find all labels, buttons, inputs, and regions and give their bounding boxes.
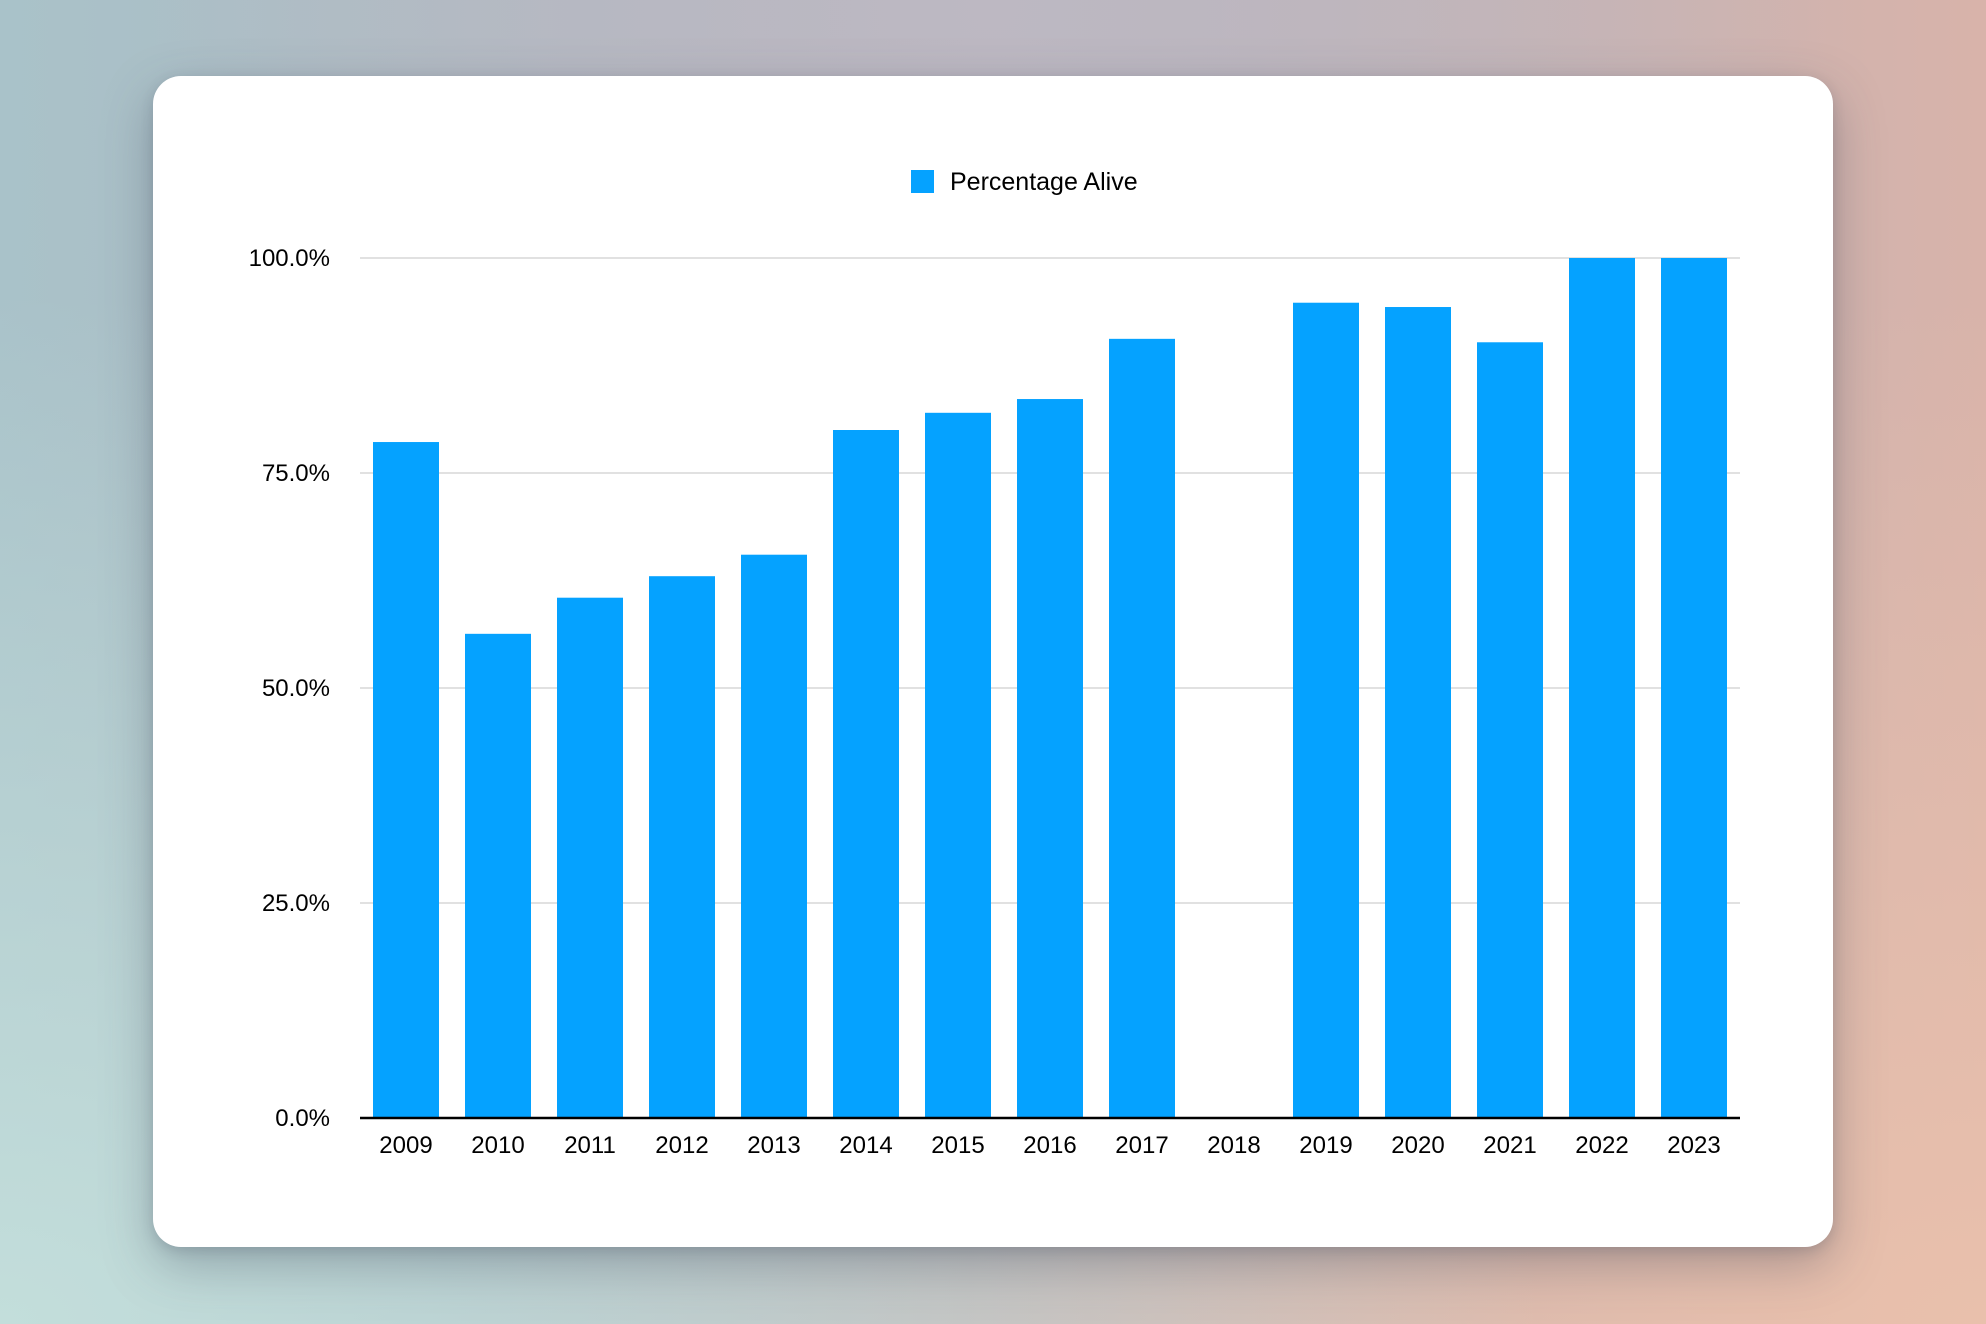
x-tick-label: 2018	[1207, 1132, 1260, 1159]
bar-2019	[1293, 302, 1359, 1119]
x-tick-label: 2016	[1023, 1132, 1076, 1159]
bar-2022	[1569, 258, 1635, 1118]
x-tick-label: 2017	[1115, 1132, 1168, 1159]
y-tick-label: 50.0%	[262, 675, 330, 702]
legend: Percentage Alive	[911, 168, 1138, 196]
legend-label: Percentage Alive	[950, 168, 1138, 196]
x-tick-label: 2012	[655, 1132, 708, 1159]
x-tick-label: 2021	[1483, 1132, 1536, 1159]
x-tick-label: 2010	[471, 1132, 524, 1159]
y-tick-label: 0.0%	[275, 1105, 330, 1132]
bar-2012	[649, 576, 715, 1118]
bars	[373, 258, 1727, 1119]
bar-2015	[925, 412, 991, 1118]
bar-chart: Percentage Alive 0.0% 25.0% 50.0% 75.0% 100.…	[249, 168, 1740, 1159]
x-tick-label: 2019	[1299, 1132, 1352, 1159]
x-tick-label: 2014	[839, 1132, 892, 1159]
x-tick-label: 2023	[1667, 1132, 1720, 1159]
y-tick-label: 75.0%	[262, 460, 330, 487]
y-tick-label: 25.0%	[262, 890, 330, 917]
x-tick-label: 2009	[379, 1132, 432, 1159]
bar-2010	[465, 633, 531, 1118]
x-tick-label: 2020	[1391, 1132, 1444, 1159]
y-tick-label: 100.0%	[249, 245, 330, 272]
legend-swatch	[911, 170, 934, 193]
bar-2020	[1385, 307, 1451, 1118]
x-tick-label: 2022	[1575, 1132, 1628, 1159]
bar-2011	[557, 597, 623, 1118]
x-tick-label: 2015	[931, 1132, 984, 1159]
x-tick-label: 2013	[747, 1132, 800, 1159]
bar-2021	[1477, 342, 1543, 1118]
bar-2023	[1661, 258, 1727, 1118]
bar-2017	[1109, 338, 1175, 1119]
y-axis-tick-labels: 0.0% 25.0% 50.0% 75.0% 100.0%	[249, 245, 330, 1132]
x-axis-tick-labels: 2009 2010 2011 2012 2013 2014 2015 2016 2017 2018…	[379, 1132, 1720, 1159]
bar-2014	[833, 430, 899, 1118]
bar-2013	[741, 554, 807, 1118]
x-tick-label: 2011	[564, 1132, 616, 1159]
bar-2016	[1017, 399, 1083, 1118]
bar-2009	[373, 442, 439, 1118]
chart-card: Percentage Alive 0.0% 25.0% 50.0% 75.0% 100.…	[153, 76, 1833, 1247]
